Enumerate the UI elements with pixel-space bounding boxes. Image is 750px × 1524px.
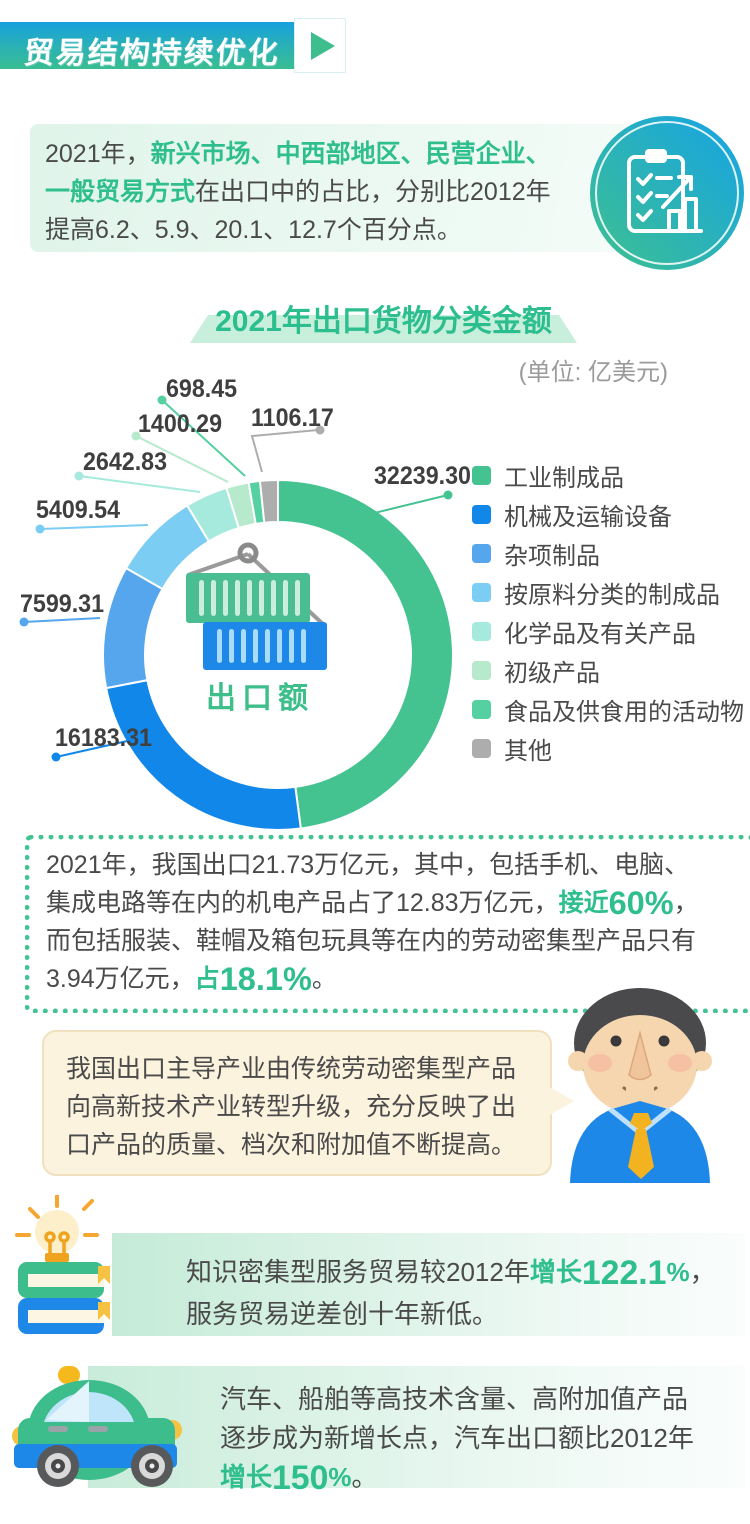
- knowledge-item-bar: [112, 1233, 745, 1336]
- chart-legend: 工业制成品机械及运输设备 杂项制品按原料分类的制成品 化学品及有关产品 初级产品食品及…: [472, 456, 747, 768]
- chart-title: 2021年出口货物分类金额: [215, 305, 552, 338]
- report-icon-badge: [590, 116, 744, 270]
- auto-item-bar: [88, 1366, 745, 1488]
- donut-slice-7: [258, 478, 279, 524]
- legend-swatch: [472, 661, 491, 680]
- slice-value-label: 2642.83: [83, 448, 168, 476]
- leader-line: [23, 617, 101, 623]
- leader-dot: [35, 524, 45, 534]
- leader-dot: [157, 395, 167, 405]
- car-icon: [12, 1366, 182, 1487]
- text-line: 逐步成为新增长点，汽车出口额比2012年: [220, 1423, 694, 1453]
- legend-label: 初级产品: [504, 660, 600, 687]
- legend-label: 食品及供食用的活动物: [504, 699, 744, 726]
- legend-item-0: 工业制成品: [472, 456, 747, 495]
- leader-line: [361, 494, 449, 517]
- legend-swatch: [472, 739, 491, 758]
- intro-text: 2021年，新兴市场、中西部地区、民营企业、 一般贸易方式在出口中的占比，分别比2…: [45, 135, 645, 249]
- leader-dot: [74, 471, 84, 481]
- chart-title-ribbon: [190, 315, 577, 343]
- legend-swatch: [472, 622, 491, 641]
- text-line: 增长150%。: [220, 1459, 378, 1497]
- donut-center-label: 出口额: [206, 682, 314, 715]
- clipboard-chart-icon: [627, 149, 703, 233]
- slice-value-label: 1106.17: [251, 404, 334, 432]
- slice-value-label: 16183.31: [55, 724, 152, 752]
- slice-value-label: 5409.54: [36, 496, 121, 524]
- play-icon: [311, 31, 335, 60]
- legend-swatch: [472, 700, 491, 719]
- legend-item-1: 机械及运输设备: [472, 495, 747, 534]
- text-line: 服务贸易逆差创十年新低。: [186, 1299, 499, 1329]
- leader-line: [250, 429, 319, 473]
- leader-dot: [51, 752, 61, 762]
- page-title: 贸易结构持续优化: [22, 37, 281, 70]
- donut-svg: [19, 395, 455, 831]
- legend-item-3: 按原料分类的制成品: [472, 573, 747, 612]
- text-line: 2021年，我国出口21.73万亿元，其中，包括手机、电脑、: [46, 851, 690, 879]
- header-banner: [0, 22, 346, 69]
- legend-label: 杂项制品: [504, 543, 600, 570]
- text-line: 一般贸易方式在出口中的占比，分别比2012年: [45, 178, 551, 206]
- legend-swatch: [472, 505, 491, 524]
- auto-item-text: 汽车、船舶等高技术含量、高附加值产品 逐步成为新增长点，汽车出口额比2012年增长…: [220, 1380, 694, 1497]
- chart-unit-label: (单位: 亿美元): [518, 359, 668, 386]
- legend-item-6: 食品及供食用的活动物: [472, 690, 747, 729]
- intro-box: [30, 124, 662, 252]
- text-line: 我国出口主导产业由传统劳动密集型产品: [66, 1055, 517, 1083]
- shipping-containers-icon: [186, 542, 327, 670]
- slice-value-label: 32239.30: [374, 462, 471, 490]
- legend-label: 化学品及有关产品: [504, 621, 696, 648]
- leader-dot: [315, 425, 325, 435]
- person-illustration: [568, 988, 712, 1183]
- legend-swatch: [472, 544, 491, 563]
- legend-label: 工业制成品: [504, 465, 624, 492]
- play-button: [295, 19, 345, 72]
- text-line: 提高6.2、5.9、20.1、12.7个百分点。: [45, 216, 462, 244]
- slice-value-label: 7599.31: [20, 590, 105, 618]
- legend-item-5: 初级产品: [472, 651, 747, 690]
- donut-slice-0: [277, 478, 455, 830]
- legend-label: 机械及运输设备: [504, 504, 672, 531]
- leader-dot: [19, 617, 29, 627]
- leader-line: [135, 435, 229, 483]
- leader-line: [39, 524, 149, 530]
- leader-dot: [131, 431, 141, 441]
- leader-line: [78, 475, 201, 493]
- legend-swatch: [472, 583, 491, 602]
- leader-dot: [443, 490, 453, 500]
- text-line: 2021年，新兴市场、中西部地区、民营企业、: [45, 140, 551, 168]
- text-line: 知识密集型服务贸易较2012年增长122.1%，: [186, 1254, 716, 1292]
- legend-label: 其他: [504, 738, 552, 765]
- text-line: 3.94万亿元，占18.1%。: [46, 961, 337, 997]
- text-line: 向高新技术产业转型升级，充分反映了出: [66, 1093, 517, 1121]
- leader-line: [161, 399, 246, 477]
- speech-bubble: 我国出口主导产业由传统劳动密集型产品 向高新技术产业转型升级，充分反映了出 口产品的…: [42, 1030, 552, 1176]
- text-line: 口产品的质量、档次和附加值不断提高。: [66, 1131, 517, 1159]
- legend-item-7: 其他: [472, 729, 747, 768]
- donut-chart: 32239.30 16183.31 7599.31 5409.54 2642.83 140…: [0, 370, 750, 840]
- legend-swatch: [472, 466, 491, 485]
- text-line: 汽车、船舶等高技术含量、高附加值产品: [220, 1384, 689, 1414]
- books-lightbulb-icon: [15, 1195, 110, 1334]
- legend-item-4: 化学品及有关产品: [472, 612, 747, 651]
- donut-labels: 32239.30 16183.31 7599.31 5409.54 2642.83 140…: [0, 370, 750, 840]
- knowledge-item-text: 知识密集型服务贸易较2012年增长122.1%， 服务贸易逆差创十年新低。: [186, 1251, 716, 1335]
- legend-item-2: 杂项制品: [472, 534, 747, 573]
- text-line: 而包括服装、鞋帽及箱包玩具等在内的劳动密集型产品只有: [46, 927, 697, 955]
- legend-label: 按原料分类的制成品: [504, 582, 720, 609]
- slice-value-label: 1400.29: [138, 410, 223, 438]
- slice-value-label: 698.45: [166, 375, 238, 403]
- summary-box: 2021年，我国出口21.73万亿元，其中，包括手机、电脑、集成电路等在内的机电…: [25, 835, 750, 1013]
- speech-bubble-tail: [548, 1086, 574, 1116]
- leader-line: [55, 736, 146, 758]
- text-line: 集成电路等在内的机电产品占了12.83万亿元，接近60%，: [46, 885, 699, 921]
